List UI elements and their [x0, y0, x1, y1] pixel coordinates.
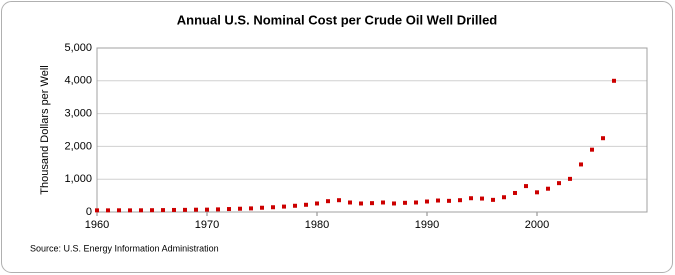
- point: [359, 201, 363, 206]
- point: [293, 203, 297, 208]
- point: [304, 202, 308, 207]
- point: [194, 207, 198, 212]
- point: [568, 176, 572, 181]
- point: [447, 198, 451, 203]
- point: [612, 78, 616, 83]
- point: [392, 201, 396, 206]
- point: [227, 207, 231, 212]
- point: [260, 205, 264, 210]
- point: [414, 200, 418, 205]
- point: [601, 136, 605, 141]
- point: [469, 196, 473, 201]
- y-tick-label: 0: [86, 206, 92, 218]
- point: [381, 200, 385, 205]
- point: [238, 206, 242, 211]
- point: [425, 199, 429, 204]
- point: [337, 198, 341, 203]
- chart-title: Annual U.S. Nominal Cost per Crude Oil W…: [177, 12, 498, 27]
- point: [480, 196, 484, 201]
- point: [370, 201, 374, 206]
- point: [579, 162, 583, 167]
- y-tick-label: 2,000: [64, 140, 92, 152]
- point: [524, 184, 528, 189]
- x-tick-label: 2000: [525, 219, 549, 231]
- point: [326, 199, 330, 204]
- point: [150, 208, 154, 213]
- x-tick-label: 1990: [415, 219, 439, 231]
- x-tick-label: 1960: [85, 219, 109, 231]
- point: [315, 201, 319, 206]
- point: [172, 207, 176, 212]
- point: [249, 206, 253, 211]
- y-tick-label: 1,000: [64, 173, 92, 185]
- point: [95, 208, 99, 213]
- y-tick-label: 4,000: [64, 75, 92, 87]
- point: [513, 190, 517, 195]
- point: [161, 208, 165, 213]
- point: [128, 208, 132, 213]
- x-tick-label: 1970: [195, 219, 219, 231]
- point: [271, 205, 275, 210]
- point: [205, 207, 209, 212]
- point: [557, 181, 561, 186]
- point: [216, 207, 220, 212]
- point: [117, 208, 121, 213]
- point: [546, 186, 550, 191]
- y-tick-label: 5,000: [64, 42, 92, 54]
- point: [535, 190, 539, 195]
- point: [183, 207, 187, 212]
- y-tick-label: 3,000: [64, 108, 92, 120]
- point: [139, 208, 143, 213]
- point: [282, 204, 286, 209]
- point: [348, 200, 352, 205]
- point: [106, 208, 110, 213]
- point: [491, 197, 495, 202]
- y-axis-label: Thousand Dollars per Well: [39, 65, 51, 194]
- point: [403, 200, 407, 205]
- point: [436, 198, 440, 203]
- source: Source: U.S. Energy Information Administ…: [30, 243, 219, 253]
- x-tick-label: 1980: [305, 219, 329, 231]
- point: [502, 195, 506, 200]
- plot-area: [96, 47, 648, 213]
- point: [458, 198, 462, 203]
- point: [590, 147, 594, 152]
